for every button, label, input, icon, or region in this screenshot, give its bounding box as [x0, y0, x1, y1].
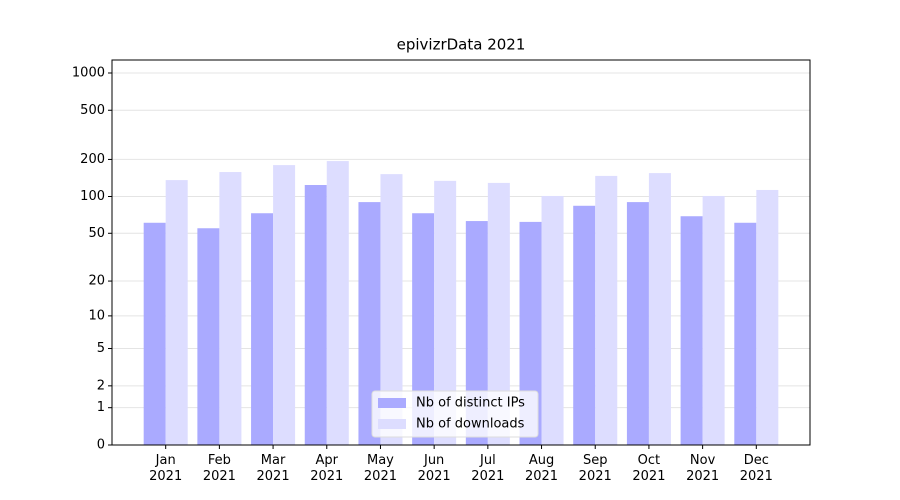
bar [573, 205, 596, 445]
y-tick-label: 5 [97, 341, 105, 356]
y-tick-label: 10 [88, 308, 105, 323]
bar [626, 202, 649, 445]
bar [595, 175, 618, 446]
y-tick-label: 2 [97, 378, 105, 393]
bar [326, 161, 349, 445]
chart-title: epivizrData 2021 [397, 36, 526, 54]
bar [434, 180, 457, 445]
bar [756, 189, 779, 445]
bar [487, 182, 510, 446]
x-tick-label: Jun 2021 [417, 453, 451, 484]
legend-swatch [378, 419, 406, 429]
legend-label: Nb of distinct IPs [416, 396, 525, 411]
y-tick-label: 500 [80, 103, 105, 118]
y-tick-label: 200 [80, 152, 105, 167]
legend-swatch [378, 398, 406, 408]
y-tick-label: 1000 [72, 65, 105, 80]
bar [680, 216, 703, 445]
bar [165, 180, 188, 445]
bar [143, 222, 166, 445]
bar [304, 185, 327, 445]
bar [412, 213, 435, 445]
x-tick-label: Dec 2021 [739, 453, 773, 484]
legend: Nb of distinct IPs Nb of downloads [371, 390, 539, 438]
x-tick-label: May 2021 [363, 453, 397, 484]
x-tick-label: Oct 2021 [632, 453, 666, 484]
x-tick-label: Feb 2021 [202, 453, 236, 484]
bar [734, 222, 757, 445]
x-tick-label: Sep 2021 [578, 453, 612, 484]
x-tick-label: Apr 2021 [310, 453, 344, 484]
x-tick-label: Nov 2021 [686, 453, 720, 484]
bar [541, 195, 564, 445]
bar [648, 173, 671, 445]
legend-label: Nb of downloads [416, 417, 525, 432]
legend-box [371, 390, 539, 438]
bar [219, 172, 242, 445]
bar [273, 165, 296, 445]
y-tick-label: 100 [80, 189, 105, 204]
bar [702, 195, 725, 445]
bar [465, 221, 488, 445]
x-tick-label: Mar 2021 [256, 453, 290, 484]
x-tick-label: Aug 2021 [524, 453, 559, 484]
bar [380, 174, 403, 445]
plot-frame [111, 59, 811, 446]
y-tick-label: 1 [97, 400, 105, 415]
bar [197, 228, 220, 445]
bar [358, 202, 381, 445]
x-tick-label: Jul 2021 [471, 453, 505, 484]
y-tick-label: 20 [88, 274, 105, 289]
bar [519, 221, 542, 445]
bar [251, 213, 274, 445]
x-tick-label: Jan 2021 [149, 453, 183, 484]
y-tick-label: 50 [88, 226, 105, 241]
y-tick-label: 0 [97, 438, 105, 453]
